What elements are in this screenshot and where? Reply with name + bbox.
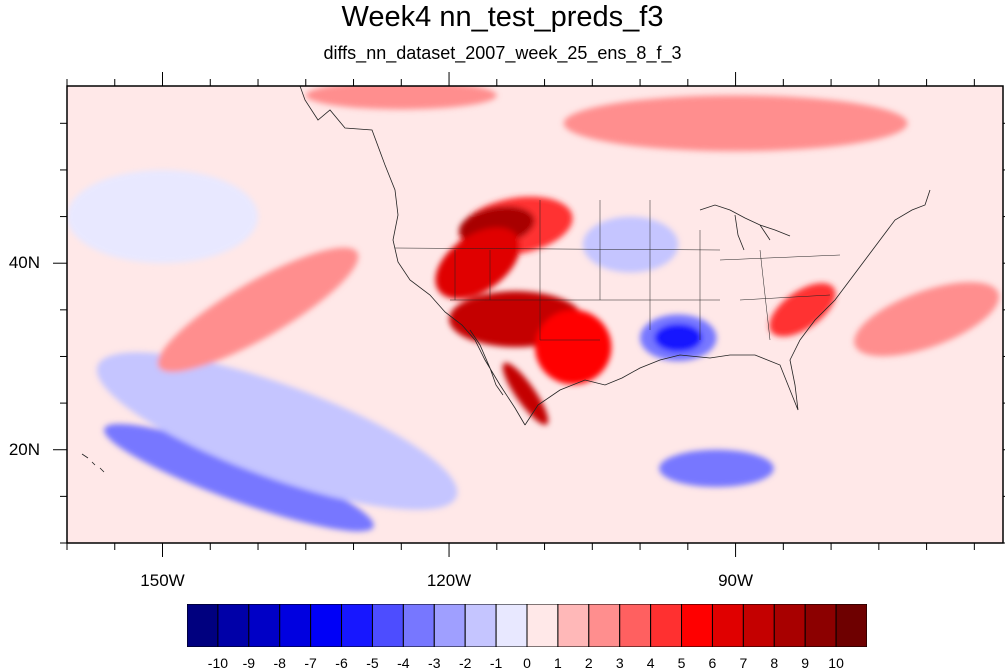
state-borders — [394, 200, 841, 341]
field-region-17 — [854, 282, 1000, 357]
colorbar-label: 10 — [828, 655, 844, 671]
lat-label-20N: 20N — [8, 439, 40, 459]
lon-label-150W: 150W — [140, 571, 185, 590]
field-region-14 — [67, 169, 259, 264]
colorbar-label: 1 — [554, 655, 562, 671]
colorbar-box-20 — [804, 604, 837, 647]
colorbar-box-13 — [588, 604, 621, 647]
colorbar-label: 3 — [615, 655, 624, 671]
colorbar — [187, 604, 867, 647]
colorbar-box-1 — [217, 604, 250, 647]
map-frame — [66, 85, 1004, 544]
colorbar-box-14 — [619, 604, 652, 647]
colorbar-label: -6 — [335, 655, 348, 671]
field-region-4 — [535, 309, 612, 385]
colorbar-label: 5 — [677, 655, 686, 671]
colorbar-label: -10 — [207, 655, 229, 671]
lon-label-90W: 90W — [718, 571, 754, 590]
colorbar-box-6 — [371, 604, 404, 647]
plot-subtitle: diffs_nn_dataset_2007_week_25_ens_8_f_3 — [323, 43, 682, 63]
lon-label-120W: 120W — [426, 571, 472, 590]
field-region-8 — [582, 216, 679, 273]
colorbar-label: 4 — [646, 655, 655, 671]
north-america-coastline — [299, 86, 931, 426]
colorbar-label: -9 — [242, 655, 256, 671]
colorbar-label: 8 — [770, 655, 779, 671]
colorbar-label: 0 — [523, 655, 531, 671]
field-region-9 — [769, 283, 836, 337]
colorbar-label: 7 — [739, 655, 748, 671]
colorbar-box-12 — [557, 604, 590, 647]
field-region-16 — [659, 449, 774, 488]
colorbar-label: -5 — [366, 655, 379, 671]
plot-title: Week4 nn_test_preds_f3 — [341, 1, 664, 33]
colorbar-label: -8 — [273, 655, 286, 671]
colorbar-box-19 — [773, 604, 806, 647]
colorbar-box-8 — [433, 604, 466, 647]
colorbar-box-18 — [742, 604, 775, 647]
colorbar-box-11 — [526, 604, 559, 647]
field-region-12 — [104, 424, 374, 532]
colorbar-box-4 — [310, 604, 343, 647]
colorbar-label: 6 — [708, 655, 717, 671]
colorbar-label: -7 — [304, 655, 317, 671]
colorbar-box-7 — [402, 604, 435, 647]
colorbar-box-9 — [464, 604, 497, 647]
colorbar-box-15 — [650, 604, 683, 647]
field-region-10 — [563, 95, 908, 152]
field-region-2 — [435, 227, 520, 299]
hawaii-islands — [81, 453, 105, 473]
colorbar-label: -3 — [428, 655, 441, 671]
field-region-13 — [96, 352, 458, 510]
lat-label-40N: 40N — [8, 253, 40, 273]
colorbar-label: -2 — [458, 655, 472, 671]
colorbar-box-21 — [835, 604, 867, 647]
colorbar-box-3 — [279, 604, 312, 647]
colorbar-label: 2 — [584, 655, 593, 671]
map-plot — [53, 72, 1005, 557]
axis-ticks — [53, 72, 1005, 557]
great-lakes — [699, 204, 791, 251]
colorbar-box-16 — [681, 604, 713, 647]
field-layer — [67, 86, 1000, 532]
field-region-15 — [157, 247, 359, 373]
field-region-5 — [502, 362, 549, 425]
colorbar-label: 9 — [801, 655, 810, 671]
colorbar-box-10 — [495, 604, 528, 647]
colorbar-box-2 — [248, 604, 281, 647]
colorbar-label: -4 — [397, 655, 410, 671]
colorbar-box-5 — [341, 604, 373, 647]
colorbar-box-0 — [187, 604, 219, 647]
coastlines — [81, 86, 931, 473]
field-region-11 — [305, 86, 497, 110]
colorbar-box-17 — [711, 604, 744, 647]
colorbar-label: -1 — [489, 655, 503, 671]
field-region-7 — [654, 323, 703, 352]
